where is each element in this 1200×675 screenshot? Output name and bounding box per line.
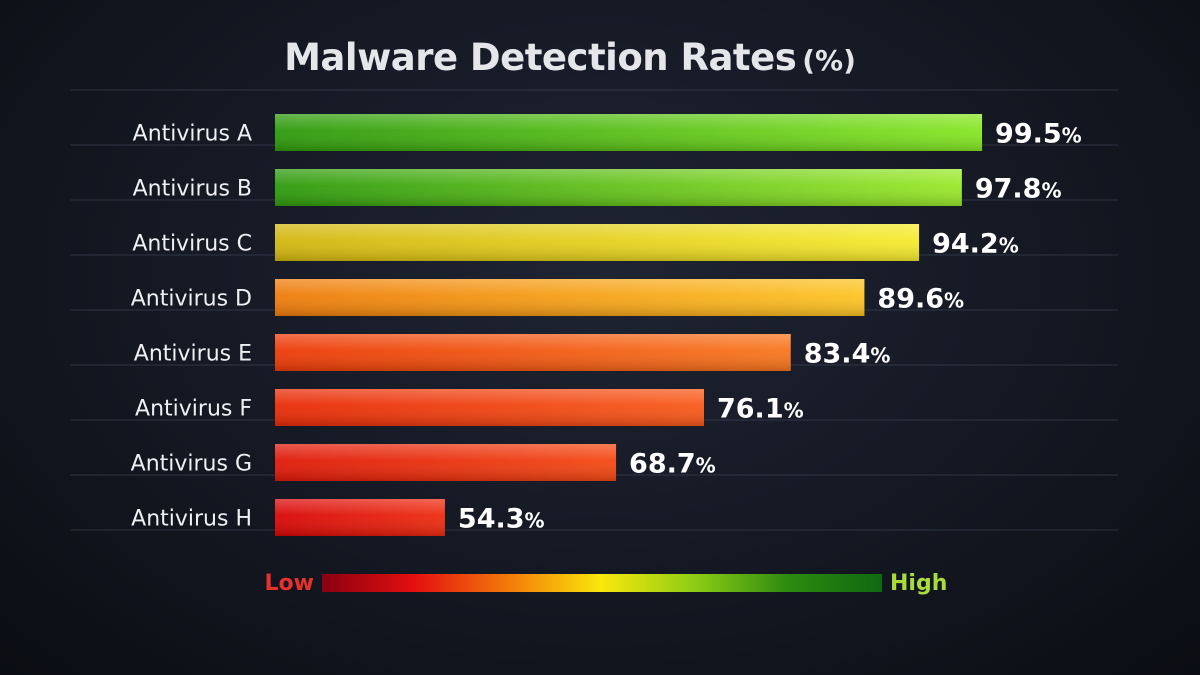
- category-label: Antivirus D: [131, 287, 252, 312]
- value-label: 76.1%: [717, 394, 804, 425]
- bar-gloss: [275, 389, 704, 426]
- bar-gloss: [275, 444, 617, 481]
- bar-gloss: [275, 279, 865, 316]
- category-label: Antivirus F: [135, 397, 252, 422]
- value-label: 97.8%: [975, 174, 1062, 205]
- value-label: 89.6%: [877, 284, 964, 315]
- bar-gloss: [275, 114, 983, 151]
- bar-gloss: [275, 169, 962, 206]
- value-label: 54.3%: [458, 504, 545, 535]
- category-label: Antivirus G: [131, 452, 252, 477]
- chart-title-unit: (%): [802, 44, 856, 77]
- bar-gloss: [275, 499, 445, 536]
- category-label: Antivirus C: [132, 232, 252, 257]
- legend-gradient-bar: [322, 574, 882, 592]
- value-label: 83.4%: [804, 339, 891, 370]
- bar-gloss: [275, 224, 920, 261]
- chart-title: Malware Detection Rates (%): [0, 36, 1140, 79]
- category-label: Antivirus B: [133, 177, 252, 202]
- category-label: Antivirus A: [133, 122, 252, 147]
- legend-high-label: High: [890, 571, 947, 596]
- value-label: 94.2%: [932, 229, 1019, 260]
- value-label: 68.7%: [629, 449, 716, 480]
- category-label: Antivirus H: [131, 507, 252, 532]
- chart-title-text: Malware Detection Rates: [284, 36, 797, 79]
- bar-gloss: [275, 334, 791, 371]
- value-label: 99.5%: [995, 119, 1082, 150]
- category-label: Antivirus E: [134, 342, 252, 367]
- legend-low-label: Low: [265, 571, 314, 596]
